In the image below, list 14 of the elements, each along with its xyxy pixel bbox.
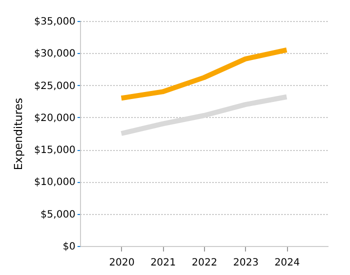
x-tick-label: 2021	[150, 258, 176, 268]
y-tick-label: $0	[62, 242, 76, 252]
y-tick-label: $15,000	[34, 145, 76, 156]
y-tick-label: $35,000	[34, 16, 76, 28]
x-tick-label: 2020	[109, 258, 135, 268]
y-tick-label: $5,000	[40, 209, 76, 220]
x-tick-label: 2022	[192, 258, 218, 268]
x-tick-label: 2023	[233, 258, 259, 268]
y-tick-label: $10,000	[34, 177, 76, 188]
y-tick-label: $25,000	[34, 80, 76, 92]
y-tick-label: $20,000	[34, 112, 76, 124]
x-tick-label: 2024	[274, 258, 300, 268]
y-axis-title: Expenditures	[12, 98, 26, 170]
y-tick-label: $30,000	[34, 48, 76, 60]
